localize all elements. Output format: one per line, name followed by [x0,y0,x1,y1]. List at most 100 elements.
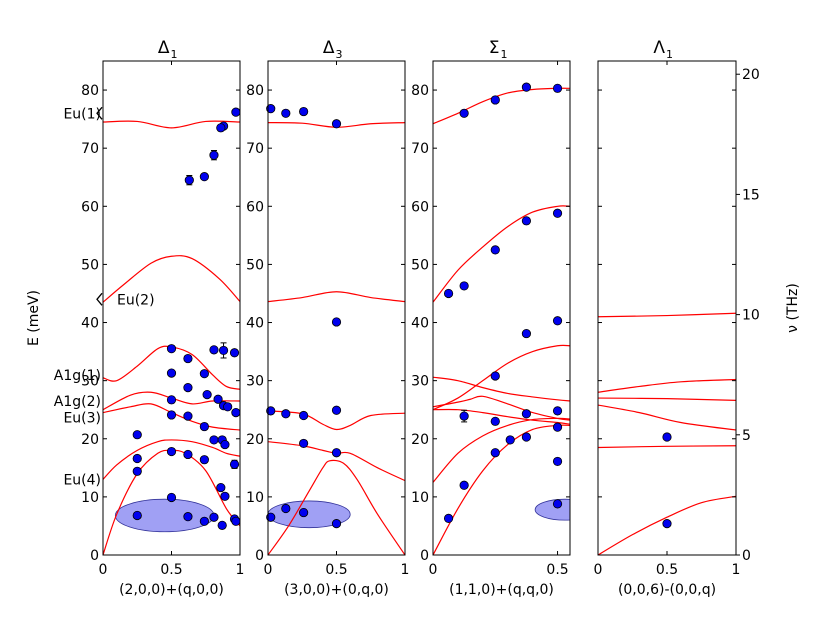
data-point [299,410,309,421]
data-point [209,512,219,522]
x-axis-label: (2,0,0)+(q,0,0) [119,582,224,598]
x-tick-label: 0 [429,562,438,578]
data-point [459,411,469,421]
axes-frames-layer [96,60,740,556]
data-point [331,119,342,129]
dispersion-line [598,495,736,555]
data-point [199,369,209,379]
data-point [213,394,223,404]
data-point [299,507,309,518]
data-point [184,175,194,185]
panel-frame [267,60,406,556]
data-point [281,409,291,419]
data-point [166,368,177,378]
y-tick-label: 80 [246,83,264,99]
dispersion-line [598,397,736,402]
data-point [223,402,233,412]
x-tick-label: 1 [732,562,741,578]
data-point [331,519,342,529]
data-point [266,406,276,416]
data-point [662,519,672,529]
dispersion-line [433,205,570,303]
data-point [443,513,454,523]
thz-tick-label: 15 [742,187,760,203]
data-point [209,345,219,355]
x-tick-label: 0.5 [160,562,182,578]
y-tick-label: 0 [255,548,264,564]
data-point [281,108,291,118]
data-point [521,82,532,92]
x-tick-label: 0.5 [546,562,568,578]
data-point [490,416,500,426]
data-point [331,317,342,327]
data-point [552,316,563,326]
y-tick-label: 20 [411,432,429,448]
y-tick-label: 30 [81,374,99,390]
data-point [132,510,142,521]
data-point [166,446,177,457]
dispersion-line [103,439,240,480]
data-point [231,107,241,117]
data-point [220,439,230,450]
dispersion-line [433,424,570,555]
panel-title-subscript: 1 [501,48,508,61]
dispersion-line [598,404,736,431]
data-point [521,216,532,226]
y-tick-label: 50 [246,257,264,273]
x-tick-label: 0 [594,562,603,578]
right-y-axis-label: ν (THz) [785,283,801,333]
dispersion-line [268,441,405,482]
y-tick-label: 40 [246,316,264,332]
data-point [490,371,500,381]
x-tick-label: 0 [99,562,108,578]
resolution-ellipse [114,498,215,533]
dispersion-line [268,291,405,303]
x-tick-label: 1 [236,562,245,578]
y-axis-label: E (meV) [26,290,42,346]
y-tick-label: 50 [81,257,99,273]
y-tick-label: 60 [81,199,99,215]
resolution-ellipse [534,498,570,521]
data-point [209,150,219,160]
y-tick-label: 10 [81,490,99,506]
data-point [166,344,177,354]
thz-tick-label: 5 [742,428,751,444]
data-point [166,395,177,405]
thz-tick-label: 0 [742,548,751,564]
data-point [459,480,469,490]
x-tick-label: 0.5 [656,562,678,578]
y-tick-label: 80 [81,83,99,99]
y-tick-label: 20 [81,432,99,448]
y-tick-label: 0 [420,548,429,564]
data-point [281,503,291,514]
data-point [183,512,193,522]
y-tick-label: 30 [246,374,264,390]
panel-title-subscript: 1 [666,48,673,61]
panel-title: Δ [158,38,170,58]
data-point [183,383,193,393]
dispersion-line [433,417,570,483]
data-point [331,448,342,458]
panel-title: Δ [323,38,335,58]
y-tick-label: 20 [246,432,264,448]
data-point [183,353,193,364]
panel-title: Λ [653,38,665,58]
data-point [662,432,672,442]
data-point [132,453,142,464]
data-point [217,520,227,530]
data-point [266,512,276,522]
dispersion-line [598,445,736,449]
ellipse-layer [114,498,570,533]
data-point [218,345,229,356]
data-point [521,328,532,339]
thz-tick-label: 20 [742,67,760,83]
panel-title-subscript: 1 [171,48,178,61]
dispersion-line [598,312,736,318]
y-tick-label: 30 [411,374,429,390]
data-point [199,421,209,432]
mode-label: Eu(4) [63,472,101,488]
y-tick-label: 60 [246,199,264,215]
data-point [216,482,226,493]
